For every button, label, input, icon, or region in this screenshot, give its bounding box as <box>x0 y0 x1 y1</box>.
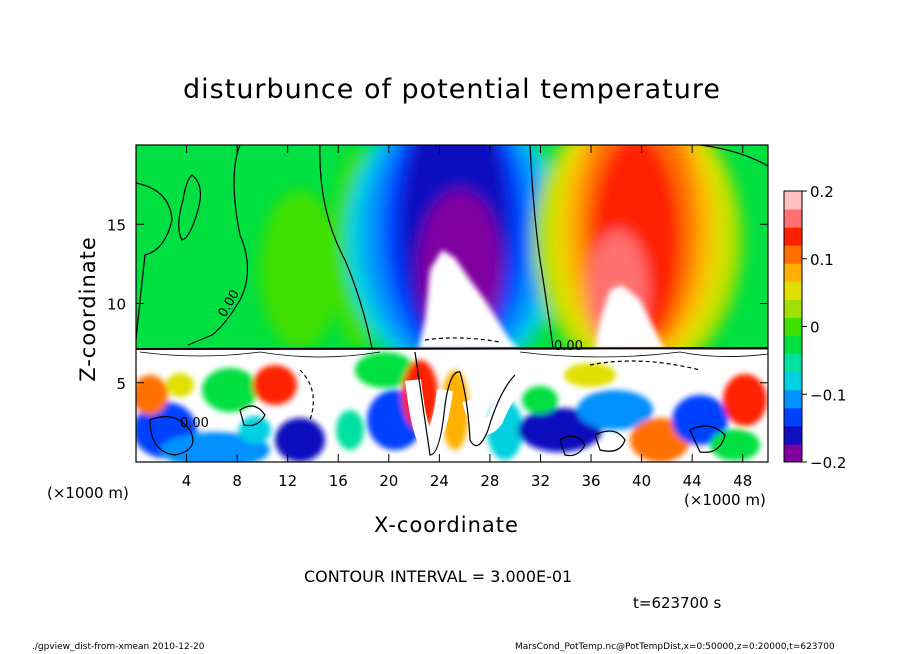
contour-neg-a <box>299 369 314 421</box>
field-lower-white <box>405 374 526 456</box>
colorbar-swatch-6 <box>784 335 802 355</box>
field-upper-white-neg <box>418 250 520 350</box>
colorbar-tick-label-3: −0.1 <box>810 386 846 404</box>
footer-data-source: MarsCond_PotTemp.nc@PotTempDist,x=0:5000… <box>515 642 835 652</box>
colorbar-swatch-9 <box>784 281 802 300</box>
time-stamp: t=623700 s <box>633 594 722 612</box>
contour-closed-left <box>178 174 202 241</box>
colorbar: 0.2 0.1 0 −0.1 −0.2 <box>783 183 846 472</box>
y-tick-label-2: 15 <box>107 216 126 234</box>
colorbar-swatch-3 <box>784 389 802 409</box>
colorbar-swatch-4 <box>784 371 802 391</box>
colorbar-swatch-14 <box>784 191 802 210</box>
contour-zero-b <box>319 145 373 349</box>
x-tick-label-7: 32 <box>531 472 550 490</box>
colorbar-swatch-12 <box>784 227 802 246</box>
x-unit-label-left: (×1000 m) <box>47 484 129 502</box>
x-tick-label-0: 4 <box>182 472 192 490</box>
x-tick-label-10: 44 <box>683 472 702 490</box>
x-tick-label-4: 20 <box>379 472 398 490</box>
colorbar-swatch-10 <box>784 263 802 282</box>
colorbar-swatch-1 <box>784 425 802 445</box>
x-unit-label-right: (×1000 m) <box>684 491 766 509</box>
contour-zero-d <box>699 145 768 167</box>
contour-closed-lower-e <box>559 435 586 457</box>
x-tick-label-8: 36 <box>581 472 600 490</box>
contour-neg-b <box>589 360 701 371</box>
contour-label-2: 0.00 <box>554 339 583 354</box>
footer-script-info: ./gpview_dist-from-xmean 2010-12-20 <box>32 642 205 652</box>
x-tick-label-2: 12 <box>278 472 297 490</box>
contour-interface-noise <box>139 351 768 358</box>
colorbar-swatch-5 <box>784 353 802 373</box>
contour-interface <box>136 347 768 350</box>
colorbar-swatch-8 <box>784 299 802 318</box>
x-tick-label-5: 24 <box>430 472 449 490</box>
colorbar-swatch-13 <box>784 209 802 228</box>
contour-zero-a <box>187 145 249 346</box>
contour-closed-lower-b <box>594 430 626 452</box>
colorbar-tick-label-4: −0.2 <box>810 454 846 472</box>
contour-zero-left <box>136 182 173 341</box>
contour-lines <box>136 145 768 457</box>
x-tick-label-9: 40 <box>632 472 651 490</box>
x-tick-label-1: 8 <box>232 472 242 490</box>
x-axis-label: X-coordinate <box>374 513 519 537</box>
contour-neg-c <box>424 337 501 343</box>
colorbar-swatch-0 <box>784 443 802 463</box>
x-tick-label-6: 28 <box>480 472 499 490</box>
colorbar-swatch-2 <box>784 407 802 427</box>
colorbar-tick-label-0: 0.2 <box>810 183 834 201</box>
heatmap-field <box>136 145 768 462</box>
contour-lower-mid <box>414 351 516 456</box>
contour-closed-lower-d <box>239 405 266 427</box>
colorbar-swatch-7 <box>784 317 802 337</box>
colorbar-tick-label-1: 0.1 <box>810 251 834 269</box>
x-tick-label-11: 48 <box>733 472 752 490</box>
y-tick-label-1: 10 <box>107 296 126 314</box>
field-upper-white-pos <box>595 285 665 350</box>
colorbar-swatch-11 <box>784 245 802 264</box>
field-lower-anomalies <box>136 352 767 462</box>
contour-label-3: 0.00 <box>180 416 209 431</box>
contour-closed-lower-c <box>689 425 726 453</box>
contour-interval-text: CONTOUR INTERVAL = 3.000E-01 <box>304 567 573 586</box>
y-tick-label-0: 5 <box>116 375 126 393</box>
x-tick-label-3: 16 <box>329 472 348 490</box>
contour-closed-lower-a <box>149 416 194 456</box>
chart-title: disturbunce of potential temperature <box>183 74 721 105</box>
colorbar-tick-label-2: 0 <box>810 319 820 337</box>
contour-zero-c <box>529 145 554 349</box>
